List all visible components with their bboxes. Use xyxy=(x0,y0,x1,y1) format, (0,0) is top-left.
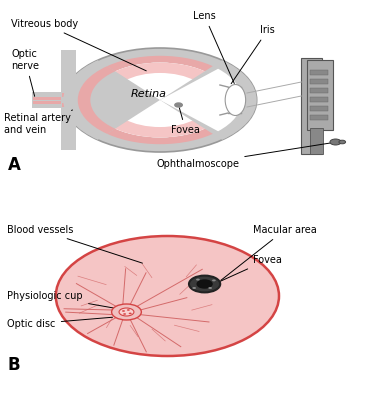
Text: Retinal artery
and vein: Retinal artery and vein xyxy=(4,110,73,135)
Wedge shape xyxy=(78,66,115,134)
Circle shape xyxy=(110,73,210,127)
Bar xyxy=(32,92,63,108)
Bar xyxy=(310,128,323,154)
Text: Physiologic cup: Physiologic cup xyxy=(7,291,120,309)
Circle shape xyxy=(189,276,220,292)
Text: Vitreous body: Vitreous body xyxy=(11,19,146,71)
Text: Optic
nerve: Optic nerve xyxy=(11,49,39,96)
Wedge shape xyxy=(160,60,257,140)
Text: Fovea: Fovea xyxy=(215,255,282,284)
Bar xyxy=(310,97,328,102)
Circle shape xyxy=(212,279,216,282)
Text: Fovea: Fovea xyxy=(171,108,200,135)
Bar xyxy=(307,60,333,130)
Circle shape xyxy=(56,236,279,356)
Text: Iris: Iris xyxy=(231,25,275,84)
Text: Blood vessels: Blood vessels xyxy=(7,225,142,263)
Bar xyxy=(310,88,328,93)
Bar xyxy=(310,106,328,111)
Wedge shape xyxy=(160,69,242,131)
Circle shape xyxy=(119,308,134,316)
Bar xyxy=(33,97,61,100)
Circle shape xyxy=(90,62,230,138)
Text: A: A xyxy=(7,156,20,174)
Bar xyxy=(301,58,322,154)
Bar xyxy=(62,103,76,107)
Wedge shape xyxy=(94,100,225,138)
Circle shape xyxy=(196,278,200,281)
Bar xyxy=(61,50,76,150)
Text: Retina: Retina xyxy=(131,89,167,99)
Text: Lens: Lens xyxy=(193,11,234,84)
Circle shape xyxy=(197,280,212,288)
Circle shape xyxy=(339,140,346,144)
Wedge shape xyxy=(94,62,225,100)
Wedge shape xyxy=(63,100,160,140)
Bar xyxy=(310,115,328,120)
Text: B: B xyxy=(7,356,20,374)
Wedge shape xyxy=(78,56,242,144)
Circle shape xyxy=(112,304,141,320)
Bar xyxy=(33,101,61,104)
Ellipse shape xyxy=(225,84,246,116)
Bar xyxy=(310,70,328,75)
Bar xyxy=(62,93,76,97)
Circle shape xyxy=(175,103,182,107)
Text: Ophthalmoscope: Ophthalmoscope xyxy=(156,142,334,169)
Circle shape xyxy=(330,139,341,145)
Circle shape xyxy=(63,48,257,152)
Circle shape xyxy=(192,287,196,289)
Circle shape xyxy=(189,276,220,292)
Circle shape xyxy=(123,313,126,315)
Circle shape xyxy=(122,310,125,312)
Bar xyxy=(310,79,328,84)
Text: Macular area: Macular area xyxy=(221,225,317,280)
Circle shape xyxy=(208,287,212,289)
Circle shape xyxy=(127,309,130,311)
Wedge shape xyxy=(63,60,160,100)
Circle shape xyxy=(129,313,132,314)
Text: Optic disc: Optic disc xyxy=(7,317,113,329)
Circle shape xyxy=(90,62,230,138)
